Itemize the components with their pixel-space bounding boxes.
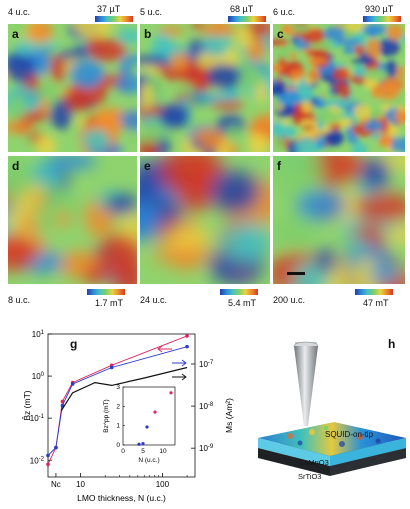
y-tick-label-right: 10-8	[199, 402, 214, 411]
panel-g-label: g	[70, 337, 78, 351]
scale-value-c: 930 µT	[365, 4, 394, 14]
series-line-2	[60, 366, 188, 412]
x-tick-label: 100	[156, 480, 170, 489]
data-point	[70, 382, 75, 386]
panel-label-b: b	[144, 27, 152, 41]
y-tick-label-left: 101	[32, 330, 45, 339]
series-line-1	[47, 346, 188, 456]
data-point	[46, 453, 50, 458]
colorbar-f	[355, 289, 393, 295]
inset-x-tick: 5	[141, 448, 145, 455]
y-tick-label-left: 100	[32, 372, 45, 381]
x-axis-label: LMO thickness, N (u.c.)	[77, 493, 166, 503]
inset-y-tick: 1	[116, 423, 120, 430]
arrow-black	[172, 373, 187, 381]
y-axis-label-left: B̂z (mT)	[22, 390, 32, 420]
inset-x-tick: 0	[121, 448, 125, 455]
data-point	[60, 399, 65, 404]
y-tick-label-right: 10-7	[199, 360, 214, 369]
thickness-label-a: 4 u.c.	[8, 7, 31, 17]
inset-point-blue	[145, 425, 149, 429]
data-point	[185, 344, 189, 349]
scale-value-e: 5.4 mT	[228, 298, 257, 308]
inset-point-blue	[137, 442, 141, 446]
thickness-label-c: 6 u.c.	[273, 7, 296, 17]
data-point	[109, 365, 114, 370]
scale-value-d: 1.7 mT	[95, 298, 124, 308]
inset-y-tick: 2	[116, 403, 120, 410]
panel-label-d: d	[12, 159, 20, 173]
scale-bar	[287, 272, 305, 275]
colorbar-c	[363, 16, 401, 22]
magnetic-map-c: c	[273, 24, 405, 152]
substrate-label: SrTiO3	[298, 472, 322, 481]
magnetic-map-e: e	[140, 156, 270, 284]
thickness-label-b: 5 u.c.	[140, 7, 163, 17]
y-tick-label-left: 10-2	[30, 456, 45, 465]
scale-value-a: 37 µT	[97, 4, 121, 14]
thickness-label-d: 8 u.c.	[8, 295, 31, 305]
colorbar-b	[228, 16, 266, 22]
colorbar-d	[87, 289, 125, 295]
inset-y-tick: 3	[116, 384, 120, 391]
data-point	[54, 445, 58, 450]
data-point	[185, 334, 189, 338]
y-tick-label-left: 10-1	[30, 414, 45, 423]
magnetic-map-a: a	[8, 24, 137, 152]
scale-value-f: 47 mT	[363, 298, 389, 308]
film-speckles	[287, 426, 381, 447]
data-point	[46, 462, 50, 467]
panel-label-e: e	[144, 159, 151, 173]
arrow-blue	[172, 359, 187, 367]
inset-x-label: N (u.c.)	[138, 457, 159, 464]
squid-setup-illustration	[258, 341, 406, 476]
inset-y-label: Bz^pp (mT)	[103, 399, 110, 432]
scale-value-b: 68 µT	[230, 4, 254, 14]
inset-x-tick: 10	[159, 448, 167, 455]
x-tick-label: Nc	[51, 480, 61, 489]
y-axis-label-right: Ms (Am²)	[224, 398, 234, 433]
panel-label-f: f	[277, 159, 281, 173]
magnetic-map-b: b	[140, 24, 270, 152]
arrow-red	[157, 345, 172, 353]
plot-frame	[47, 333, 196, 478]
series-line-0	[47, 335, 188, 465]
thickness-label-f: 200 u.c.	[273, 295, 306, 305]
inset-point-blue	[141, 442, 145, 446]
panel-label-c: c	[277, 27, 284, 41]
inset-point-red	[169, 391, 173, 395]
film-label: LaMnO3	[300, 458, 329, 467]
magnetic-map-d: d	[8, 156, 137, 284]
colorbar-e	[220, 289, 258, 295]
magnetic-map-f: f	[273, 156, 405, 284]
panel-h-label: h	[388, 337, 396, 351]
panel-label-a: a	[12, 27, 19, 41]
y-tick-label-right: 10-9	[199, 444, 214, 453]
x-tick-label: 10	[76, 480, 85, 489]
inset-point-red	[153, 410, 157, 414]
thickness-label-e: 24 u.c.	[140, 295, 168, 305]
colorbar-a	[95, 16, 133, 22]
inset-y-tick: 0	[116, 442, 120, 449]
inset-frame	[122, 386, 176, 446]
tip-label: SQUID-on-tip	[325, 430, 374, 439]
